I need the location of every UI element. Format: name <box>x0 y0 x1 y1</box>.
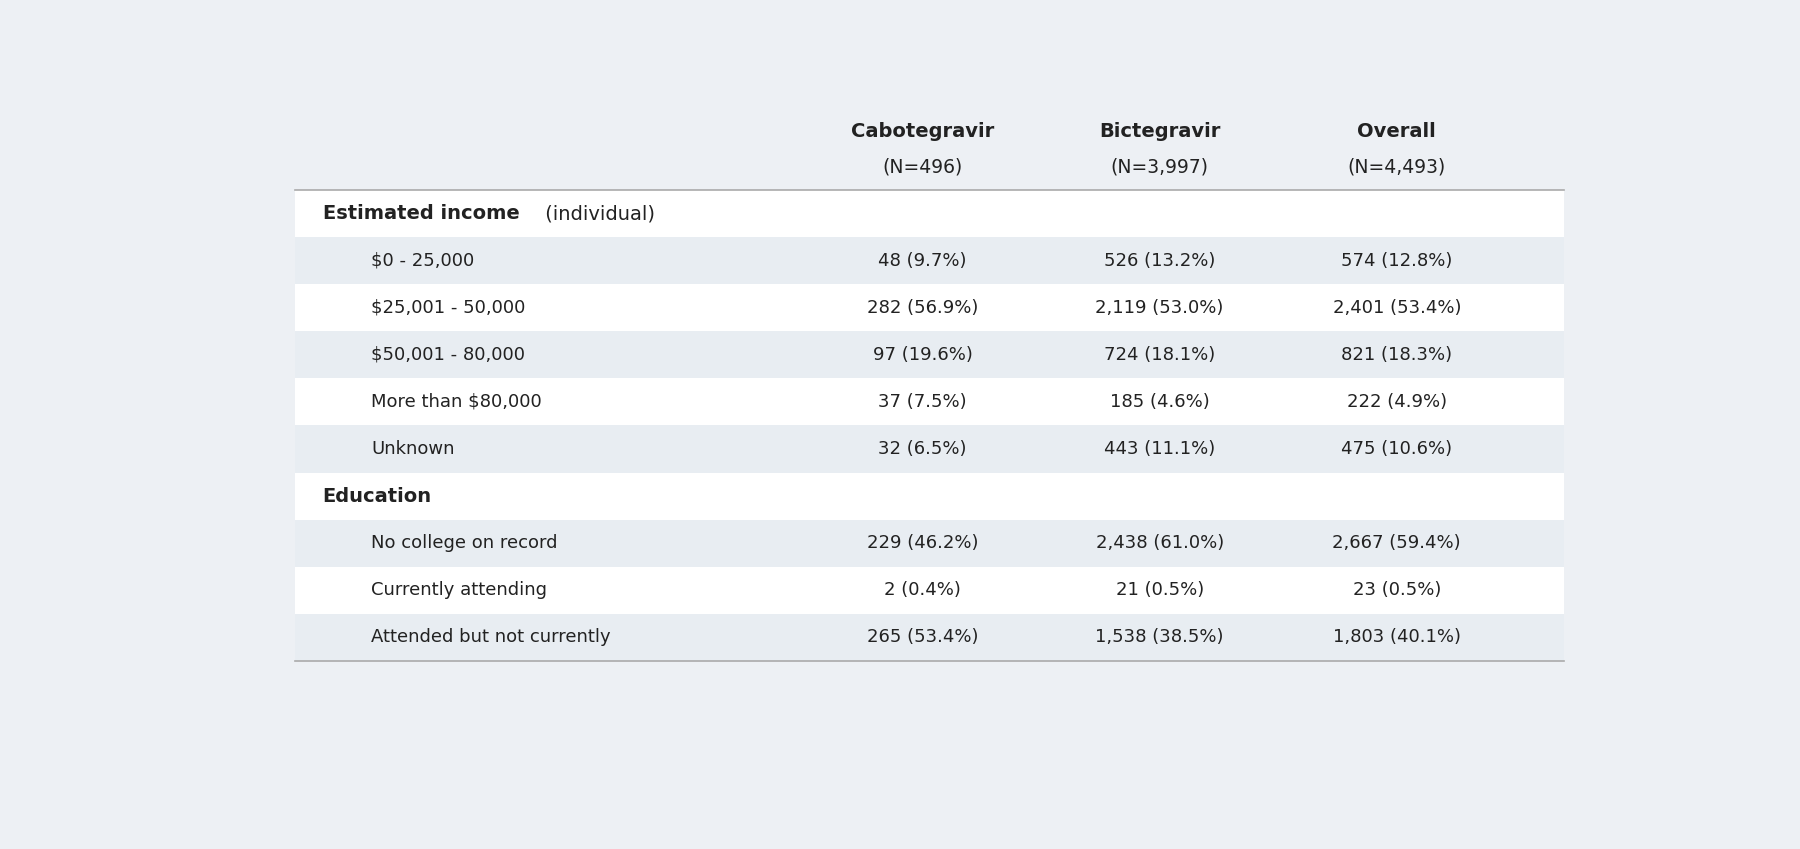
Text: Unknown: Unknown <box>371 440 455 458</box>
Text: $0 - 25,000: $0 - 25,000 <box>371 252 475 270</box>
Text: 185 (4.6%): 185 (4.6%) <box>1111 393 1210 411</box>
Text: 526 (13.2%): 526 (13.2%) <box>1103 252 1215 270</box>
Text: No college on record: No college on record <box>371 534 558 552</box>
Text: 443 (11.1%): 443 (11.1%) <box>1103 440 1215 458</box>
Text: 2,119 (53.0%): 2,119 (53.0%) <box>1096 299 1224 317</box>
Text: (N=4,493): (N=4,493) <box>1348 158 1445 177</box>
Text: Overall: Overall <box>1357 121 1436 141</box>
Text: Bictegravir: Bictegravir <box>1100 121 1220 141</box>
Bar <box>295 190 1564 237</box>
Bar <box>295 566 1564 614</box>
Text: 724 (18.1%): 724 (18.1%) <box>1103 346 1215 364</box>
Text: Currently attending: Currently attending <box>371 582 547 599</box>
Text: 23 (0.5%): 23 (0.5%) <box>1352 582 1442 599</box>
Text: 574 (12.8%): 574 (12.8%) <box>1341 252 1453 270</box>
Text: 32 (6.5%): 32 (6.5%) <box>878 440 967 458</box>
Bar <box>295 284 1564 331</box>
Text: Education: Education <box>322 486 432 505</box>
Text: (N=3,997): (N=3,997) <box>1111 158 1208 177</box>
Text: 97 (19.6%): 97 (19.6%) <box>873 346 972 364</box>
Text: (N=496): (N=496) <box>882 158 963 177</box>
Text: 282 (56.9%): 282 (56.9%) <box>868 299 977 317</box>
Text: 821 (18.3%): 821 (18.3%) <box>1341 346 1453 364</box>
Bar <box>295 425 1564 473</box>
Text: 222 (4.9%): 222 (4.9%) <box>1346 393 1447 411</box>
Text: 475 (10.6%): 475 (10.6%) <box>1341 440 1453 458</box>
Bar <box>295 331 1564 379</box>
Text: 2,438 (61.0%): 2,438 (61.0%) <box>1096 534 1224 552</box>
Text: 1,803 (40.1%): 1,803 (40.1%) <box>1332 628 1462 646</box>
Text: 2,667 (59.4%): 2,667 (59.4%) <box>1332 534 1462 552</box>
Text: $50,001 - 80,000: $50,001 - 80,000 <box>371 346 526 364</box>
Text: 1,538 (38.5%): 1,538 (38.5%) <box>1096 628 1224 646</box>
Text: 37 (7.5%): 37 (7.5%) <box>878 393 967 411</box>
Text: Cabotegravir: Cabotegravir <box>851 121 994 141</box>
Bar <box>295 237 1564 284</box>
Text: 265 (53.4%): 265 (53.4%) <box>868 628 977 646</box>
Bar <box>295 614 1564 661</box>
Text: 2 (0.4%): 2 (0.4%) <box>884 582 961 599</box>
Bar <box>295 473 1564 520</box>
Bar <box>295 520 1564 566</box>
Text: 2,401 (53.4%): 2,401 (53.4%) <box>1332 299 1462 317</box>
Text: (individual): (individual) <box>538 204 655 223</box>
Text: 48 (9.7%): 48 (9.7%) <box>878 252 967 270</box>
Bar <box>295 379 1564 425</box>
Text: Estimated income: Estimated income <box>322 204 520 223</box>
Text: More than $80,000: More than $80,000 <box>371 393 542 411</box>
Text: Attended but not currently: Attended but not currently <box>371 628 612 646</box>
Text: 21 (0.5%): 21 (0.5%) <box>1116 582 1204 599</box>
Text: 229 (46.2%): 229 (46.2%) <box>868 534 977 552</box>
Text: $25,001 - 50,000: $25,001 - 50,000 <box>371 299 526 317</box>
